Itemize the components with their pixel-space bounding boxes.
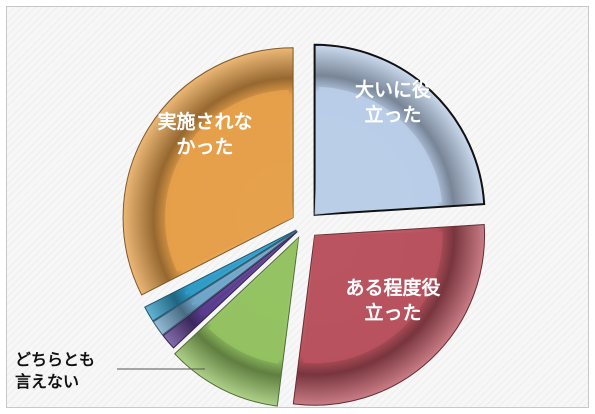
pie-slice-face-1 xyxy=(303,231,443,364)
slice-label-1: ある程度役立った xyxy=(345,276,440,324)
pie-slice-4 xyxy=(152,230,298,336)
slice-label-6: 実施されなかった xyxy=(157,110,252,158)
slice-label-2: どちらとも言えない xyxy=(15,350,95,391)
pie-slice-5 xyxy=(144,229,297,322)
chart-frame xyxy=(6,6,589,408)
pie-slice-face-6 xyxy=(165,89,294,272)
pie-slice-face-0 xyxy=(314,86,442,215)
pie-slice-face-5 xyxy=(184,230,297,295)
pie-slice-face-2 xyxy=(208,237,299,364)
slice-label-0: 大いに役立った xyxy=(355,78,431,126)
pie-slice-face-3 xyxy=(199,231,298,316)
pie-slice-face-4 xyxy=(191,230,297,306)
